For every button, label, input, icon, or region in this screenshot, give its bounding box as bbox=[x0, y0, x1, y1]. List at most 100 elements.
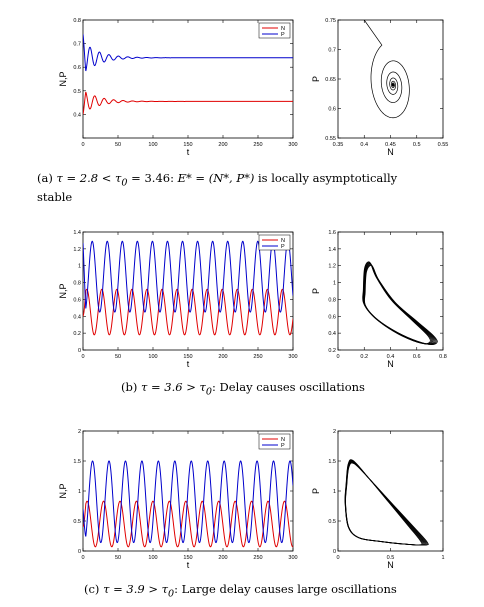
y-tick-label: 0 bbox=[333, 549, 336, 555]
y-tick-label: 1 bbox=[333, 489, 336, 495]
plot-frame bbox=[337, 19, 444, 139]
y-tick-label: 0.8 bbox=[73, 281, 81, 287]
legend-label-P: P bbox=[281, 244, 285, 250]
x-tick-label: 250 bbox=[253, 142, 262, 148]
x-tick-label: 0 bbox=[81, 354, 84, 360]
y-tick-label: 0.6 bbox=[328, 314, 336, 320]
caption-c-tau-sub: 0 bbox=[168, 588, 175, 600]
x-tick-label: 0.6 bbox=[413, 354, 421, 360]
caption-b-tau: τ = 3.6 > τ bbox=[141, 380, 206, 394]
legend-box bbox=[258, 433, 291, 450]
series-line-N bbox=[83, 500, 293, 548]
x-tick-label: 0.2 bbox=[360, 354, 368, 360]
caption-a-tau-sub: 0 bbox=[121, 177, 128, 189]
x-axis-label: N bbox=[387, 359, 394, 369]
x-tick-label: 0.35 bbox=[333, 142, 344, 148]
y-tick-label: 0.4 bbox=[73, 112, 81, 118]
y-tick-label: 0.4 bbox=[73, 314, 81, 320]
caption-a-label: (a) bbox=[37, 171, 57, 185]
phase-orbit bbox=[363, 20, 410, 119]
x-tick-label: 0 bbox=[81, 142, 84, 148]
y-tick-label: 0.55 bbox=[325, 136, 336, 142]
caption-a-line2: stable bbox=[37, 190, 73, 205]
x-axis-label: t bbox=[187, 359, 190, 369]
x-tick-label: 250 bbox=[253, 555, 262, 561]
plot-frame bbox=[82, 19, 294, 139]
caption-a-tau: τ = 2.8 < τ bbox=[56, 171, 122, 185]
y-axis-label: N,P bbox=[58, 483, 68, 498]
series-line-P bbox=[83, 240, 293, 313]
y-tick-label: 0.5 bbox=[328, 519, 336, 525]
y-tick-label: 0.2 bbox=[73, 331, 81, 337]
x-tick-label: 0.5 bbox=[387, 555, 395, 561]
y-tick-label: 1.2 bbox=[73, 247, 81, 253]
y-tick-label: 1.4 bbox=[73, 230, 81, 236]
y-axis-label: N,P bbox=[58, 71, 68, 86]
y-tick-label: 1.5 bbox=[328, 459, 336, 465]
y-tick-label: 0.5 bbox=[73, 89, 81, 95]
y-tick-label: 0.7 bbox=[73, 42, 81, 48]
legend-label-P: P bbox=[281, 32, 285, 38]
x-tick-label: 0 bbox=[81, 555, 84, 561]
x-tick-label: 50 bbox=[115, 354, 121, 360]
plot-area bbox=[83, 460, 293, 548]
plot-area bbox=[83, 34, 293, 115]
y-tick-label: 1.2 bbox=[328, 264, 336, 270]
x-tick-label: 1 bbox=[441, 555, 444, 561]
legend: NP bbox=[258, 433, 291, 450]
chart-b-time: 0 50 100 150 200 250 300 0 0.2 0.4 0.6 0.8 1 1.2 1.4 t N… bbox=[58, 230, 298, 369]
x-tick-label: 300 bbox=[288, 354, 297, 360]
y-tick-label: 1.6 bbox=[328, 230, 336, 236]
chart-c-time: 0 50 100 150 200 250 300 0 0.5 1 1.5 2 t N,P NP bbox=[58, 429, 298, 570]
x-axis-label: t bbox=[187, 560, 190, 570]
y-axis-label: P bbox=[311, 288, 321, 294]
legend-label-N: N bbox=[281, 238, 285, 244]
caption-b: (b) τ = 3.6 > τ0: Delay causes oscillati… bbox=[121, 380, 365, 399]
x-tick-label: 50 bbox=[115, 142, 121, 148]
x-tick-label: 100 bbox=[148, 142, 157, 148]
x-tick-label: 100 bbox=[148, 555, 157, 561]
x-tick-label: 0.5 bbox=[413, 142, 421, 148]
y-axis-label: N,P bbox=[58, 283, 68, 298]
legend-label-N: N bbox=[281, 437, 285, 443]
x-tick-label: 0 bbox=[336, 354, 339, 360]
y-tick-label: 0.8 bbox=[328, 297, 336, 303]
plot-area bbox=[363, 20, 410, 119]
x-tick-label: 0.4 bbox=[387, 354, 395, 360]
caption-a-equilibrium: E* = (N*, P*) bbox=[177, 171, 255, 185]
y-tick-label: 0.4 bbox=[328, 331, 336, 337]
plot-frame bbox=[337, 430, 444, 552]
y-axis-label: P bbox=[311, 76, 321, 82]
x-tick-label: 150 bbox=[183, 555, 192, 561]
y-tick-label: 1.4 bbox=[328, 247, 336, 253]
limit-cycle-loop bbox=[364, 265, 438, 345]
legend-box bbox=[258, 22, 291, 39]
y-tick-label: 0 bbox=[78, 549, 81, 555]
y-tick-label: 0.65 bbox=[325, 77, 336, 83]
x-axis-label: N bbox=[387, 147, 394, 157]
chart-c-phase: 0 0.5 1 0 0.5 1 1.5 2 N P bbox=[311, 429, 445, 570]
y-tick-label: 0.6 bbox=[73, 65, 81, 71]
plot-area bbox=[362, 261, 438, 345]
series-line-P bbox=[83, 34, 293, 72]
x-tick-label: 0.45 bbox=[385, 142, 396, 148]
y-tick-label: 2 bbox=[333, 429, 336, 435]
caption-b-tau-sub: 0 bbox=[205, 386, 213, 398]
y-tick-label: 0.75 bbox=[325, 18, 336, 24]
y-tick-label: 0.8 bbox=[73, 18, 81, 24]
x-tick-label: 150 bbox=[183, 354, 192, 360]
x-tick-label: 0.8 bbox=[439, 354, 447, 360]
series-line-P bbox=[83, 460, 293, 544]
y-tick-label: 0 bbox=[78, 348, 81, 354]
legend: NP bbox=[258, 234, 291, 251]
plot-area bbox=[83, 240, 293, 336]
chart-a-phase: 0.35 0.4 0.45 0.5 0.55 0.55 0.6 0.65 0.7 0.75 N P bbox=[311, 18, 448, 157]
caption-b-text: : Delay causes oscillations bbox=[212, 380, 365, 394]
legend-label-P: P bbox=[281, 443, 285, 449]
x-tick-label: 300 bbox=[288, 555, 297, 561]
y-tick-label: 0.6 bbox=[328, 107, 336, 113]
x-tick-label: 200 bbox=[218, 555, 227, 561]
legend: NP bbox=[258, 22, 291, 39]
x-tick-label: 0.4 bbox=[360, 142, 368, 148]
